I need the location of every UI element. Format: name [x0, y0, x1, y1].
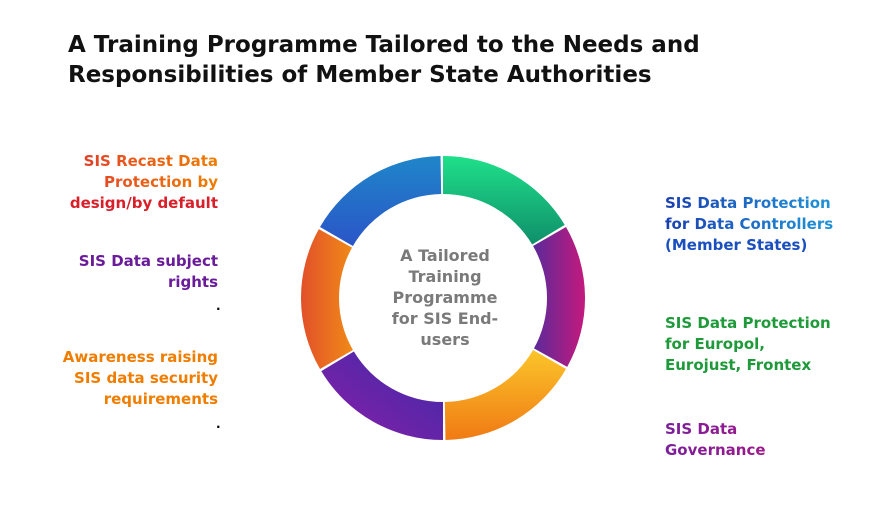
label-europol-line-2: for Europol, — [665, 335, 765, 353]
label-rights-line-1: SIS Data subject — [78, 252, 218, 270]
label-controllers-line-3: (Member States) — [665, 236, 808, 254]
dot-marker-2: . — [216, 417, 221, 431]
label-governance-line-2: Governance — [665, 441, 766, 459]
label-governance-line-1: SIS Data — [665, 420, 738, 438]
label-awareness-line-3: requirements — [103, 390, 218, 408]
ring-center-text: A Tailored Training Programme for SIS En… — [380, 245, 510, 350]
center-line-1: A Tailored — [400, 246, 490, 265]
label-europol-line-3: Eurojust, Frontex — [665, 356, 812, 374]
label-recast-line-3: design/by default — [69, 194, 218, 212]
dot-marker-1: . — [216, 299, 221, 313]
label-rights-line-2: rights — [167, 273, 218, 291]
label-data-subject-rights: SIS Data subject rights — [40, 251, 218, 293]
ring-segment-yellow — [444, 350, 566, 440]
label-awareness-raising: Awareness raising SIS data security requ… — [40, 347, 218, 410]
label-recast-data-protection: SIS Recast Data Protection by design/by … — [40, 151, 218, 214]
ring-segment-green — [443, 156, 565, 245]
ring-segment-blue — [320, 156, 442, 246]
center-line-2: Training — [408, 267, 482, 286]
label-data-controllers: SIS Data Protection for Data Controllers… — [665, 193, 865, 256]
title-line-1: A Training Programme Tailored to the Nee… — [68, 32, 700, 58]
label-europol-line-1: SIS Data Protection — [665, 314, 831, 332]
label-data-governance: SIS Data Governance — [665, 419, 865, 461]
label-awareness-line-2: SIS data security — [74, 369, 218, 387]
title-line-2: Responsibilities of Member State Authori… — [68, 62, 652, 88]
label-controllers-line-1: SIS Data Protection — [665, 194, 831, 212]
center-line-4: for SIS End- — [391, 309, 499, 328]
label-awareness-line-1: Awareness raising — [62, 348, 218, 366]
label-recast-line-2: Protection by — [104, 173, 218, 191]
ring-segment-orange — [300, 229, 353, 369]
center-line-5: users — [420, 330, 470, 349]
label-recast-line-1: SIS Recast Data — [83, 152, 218, 170]
ring-segment-magenta — [533, 227, 586, 367]
label-europol-eurojust-frontex: SIS Data Protection for Europol, Eurojus… — [665, 313, 865, 376]
center-line-3: Programme — [392, 288, 498, 307]
training-ring-diagram — [300, 156, 586, 440]
ring-segment-purple — [321, 351, 443, 440]
page-title: A Training Programme Tailored to the Nee… — [68, 30, 848, 90]
label-controllers-line-2: for Data Controllers — [665, 215, 834, 233]
